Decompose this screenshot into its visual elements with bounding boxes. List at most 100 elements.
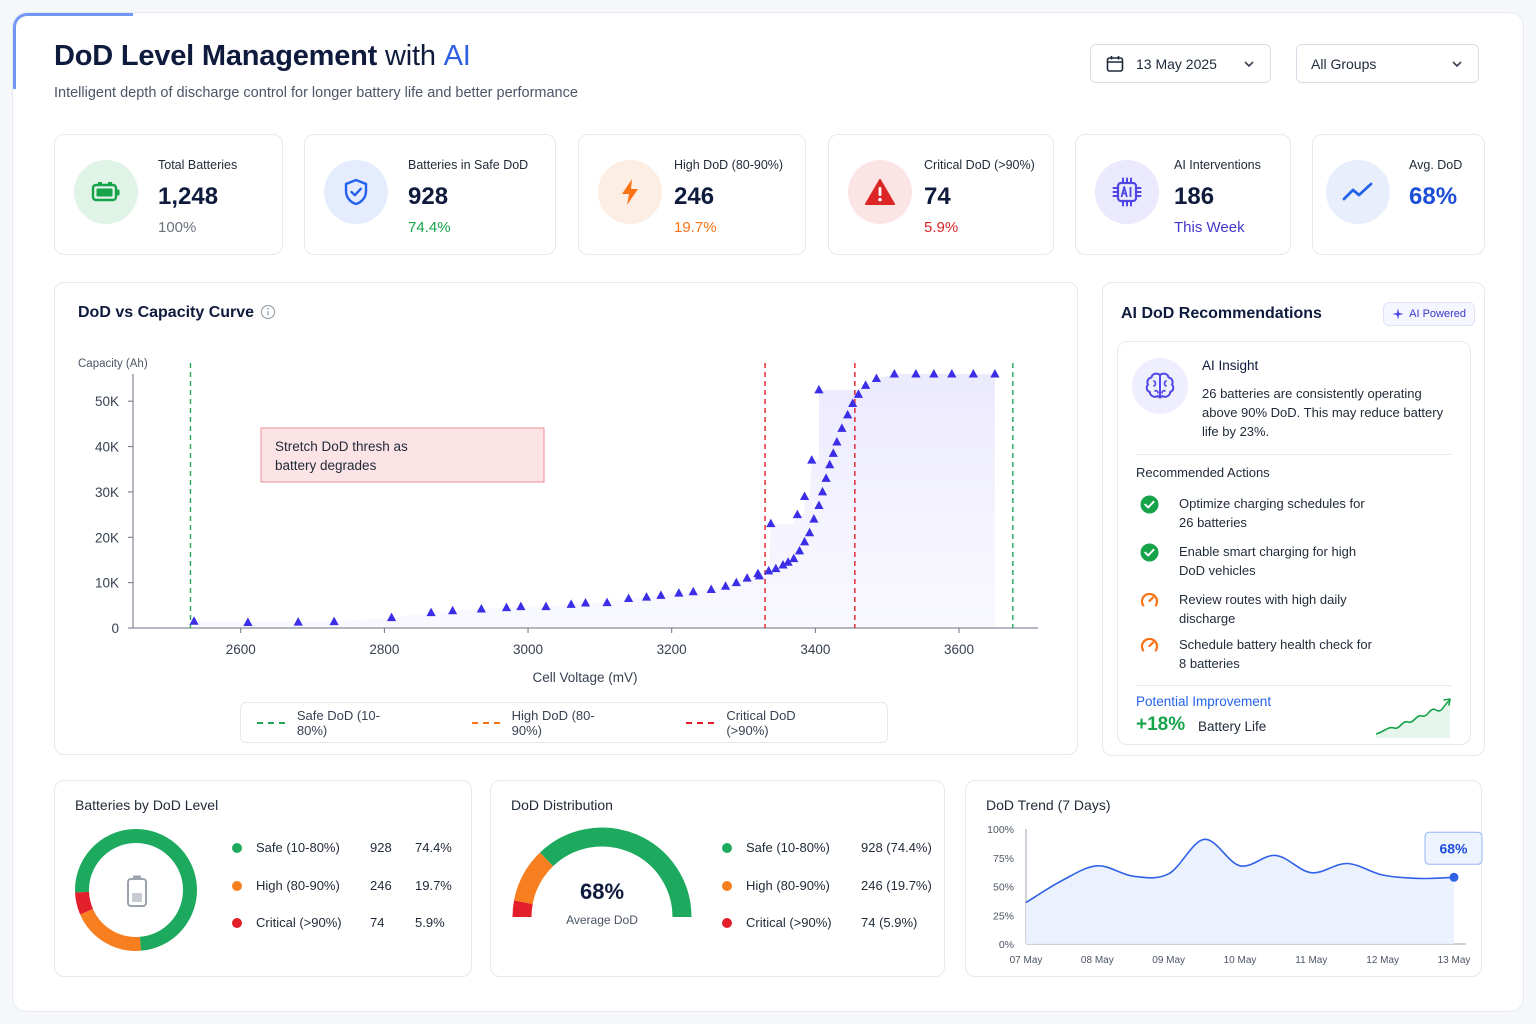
insight-panel: AI Insight 26 batteries are consistently…	[1117, 341, 1471, 745]
actions-heading: Recommended Actions	[1136, 465, 1270, 480]
level-label: High (80-90%)	[256, 878, 340, 893]
data-point	[329, 616, 339, 626]
trend-x-tick: 11 May	[1295, 955, 1327, 966]
action-item[interactable]: Review routes with high daily discharge	[1140, 590, 1379, 628]
insight-text: 26 batteries are consistently operating …	[1202, 386, 1444, 439]
data-point	[189, 616, 199, 625]
dod-distribution-gauge	[512, 827, 692, 918]
trend-tooltip-value: 68%	[1439, 840, 1468, 856]
dist-value: 74 (5.9%)	[861, 915, 918, 930]
trend-up-icon	[1326, 160, 1390, 224]
legend-dash	[257, 721, 285, 724]
x-tick-label: 2800	[369, 642, 399, 657]
data-point	[641, 592, 652, 601]
data-point	[821, 473, 831, 482]
data-point	[968, 369, 978, 378]
brain-icon	[1132, 358, 1188, 414]
kpi-label: Total Batteries	[158, 158, 238, 172]
legend-label: High DoD (80-90%)	[511, 707, 595, 738]
data-point	[848, 398, 858, 407]
y-tick-label: 30K	[95, 485, 119, 500]
legend-dot	[232, 917, 242, 928]
data-point	[771, 563, 781, 573]
kpi-sub: 100%	[158, 219, 197, 236]
divider	[1136, 685, 1452, 686]
level-count: 246	[370, 878, 392, 893]
gauge-value: 68%	[579, 879, 625, 904]
dist-label: Safe (10-80%)	[746, 840, 830, 855]
annotation-line-1: Stretch DoD thresh as	[275, 439, 408, 454]
data-point	[580, 598, 591, 607]
dist-label: Critical (>90%)	[746, 915, 832, 930]
dod-trend-card: DoD Trend (7 Days) 100% 75% 50% 25% 0% 07 May…	[965, 780, 1483, 977]
check-icon	[1140, 495, 1159, 514]
data-point	[742, 573, 752, 582]
capacity-curve-chart: Capacity (Ah) Cell Voltage (mV) 0 10K 20K 3…	[78, 358, 1038, 685]
data-point	[814, 384, 824, 394]
gauge-label: Average DoD	[566, 913, 638, 927]
data-point	[817, 486, 828, 496]
level-percent: 5.9%	[415, 915, 445, 930]
trend-x-tick: 09 May	[1152, 955, 1185, 966]
data-point	[794, 545, 805, 555]
data-point	[990, 369, 1000, 378]
battery-icon	[74, 160, 138, 224]
data-point	[789, 553, 799, 563]
data-point	[929, 369, 939, 378]
level-percent: 74.4%	[415, 840, 452, 855]
curve-legend: Safe DoD (10-80%) High DoD (80-90%) Crit…	[240, 702, 888, 743]
data-point	[688, 586, 698, 596]
shield-check-icon	[324, 160, 388, 224]
group-select[interactable]: All Groups	[1296, 44, 1479, 83]
data-point	[807, 455, 817, 464]
legend-dash	[471, 721, 500, 724]
action-item[interactable]: Enable smart charging for high DoD vehic…	[1140, 542, 1379, 580]
trend-tooltip	[1424, 831, 1483, 865]
kpi-label: High DoD (80-90%)	[674, 158, 784, 172]
chevron-down-icon	[1244, 60, 1254, 67]
data-point	[243, 617, 253, 627]
kpi-critical-dod: Critical DoD (>90%) 74 5.9%	[828, 134, 1054, 255]
legend-label: Critical DoD (>90%)	[726, 707, 796, 738]
kpi-sub: 5.9%	[924, 219, 959, 236]
kpi-high-dod: High DoD (80-90%) 246 19.7%	[578, 134, 806, 255]
capacity-curve-card: DoD vs Capacity Curve Capacity (Ah) Cell…	[54, 282, 1078, 755]
info-icon[interactable]	[260, 304, 276, 320]
trend-y-tick: 75%	[993, 853, 1014, 865]
data-point	[501, 602, 512, 612]
data-point	[778, 559, 788, 569]
action-item[interactable]: Optimize charging schedules for 26 batte…	[1140, 494, 1379, 532]
y-tick-label: 10K	[95, 576, 119, 591]
annotation-box	[260, 427, 545, 483]
annotation-line-2: battery degrades	[275, 458, 377, 473]
action-text: Enable smart charging for high DoD vehic…	[1179, 544, 1357, 578]
donut-slice-1	[80, 908, 141, 951]
level-row-safe: Safe (10-80%) 928 74.4%	[232, 840, 452, 855]
data-point	[731, 577, 741, 587]
data-point	[476, 603, 486, 613]
lightning-icon	[598, 160, 662, 224]
y-axis-label: Capacity (Ah)	[78, 358, 148, 370]
data-point	[566, 599, 576, 608]
dashboard-frame: DoD Level Management with AI Intelligent…	[12, 12, 1524, 1012]
kpi-value: 1,248	[158, 183, 219, 210]
kpi-avg-dod: Avg. DoD 68%	[1312, 134, 1485, 255]
data-point	[656, 590, 666, 599]
level-percent: 19.7%	[415, 878, 452, 893]
data-point	[792, 509, 802, 519]
calendar-icon	[1106, 55, 1124, 72]
action-item[interactable]: Schedule battery health check for 8 batt…	[1140, 635, 1379, 673]
y-tick-label: 20K	[95, 530, 119, 545]
trend-line	[1025, 838, 1455, 904]
date-picker[interactable]: 13 May 2025	[1090, 44, 1271, 83]
data-point	[861, 380, 871, 389]
data-point	[809, 514, 819, 523]
frame-accent	[13, 13, 133, 89]
batteries-by-level-card: Batteries by DoD Level Safe (10-80%) 928…	[54, 780, 472, 977]
distribution-title: DoD Distribution	[511, 797, 613, 813]
legend-dash	[686, 721, 715, 724]
data-point	[837, 423, 847, 432]
ai-powered-badge: AI Powered	[1383, 302, 1475, 326]
kpi-sub: 74.4%	[408, 219, 451, 236]
ai-chip-icon	[1095, 160, 1159, 224]
